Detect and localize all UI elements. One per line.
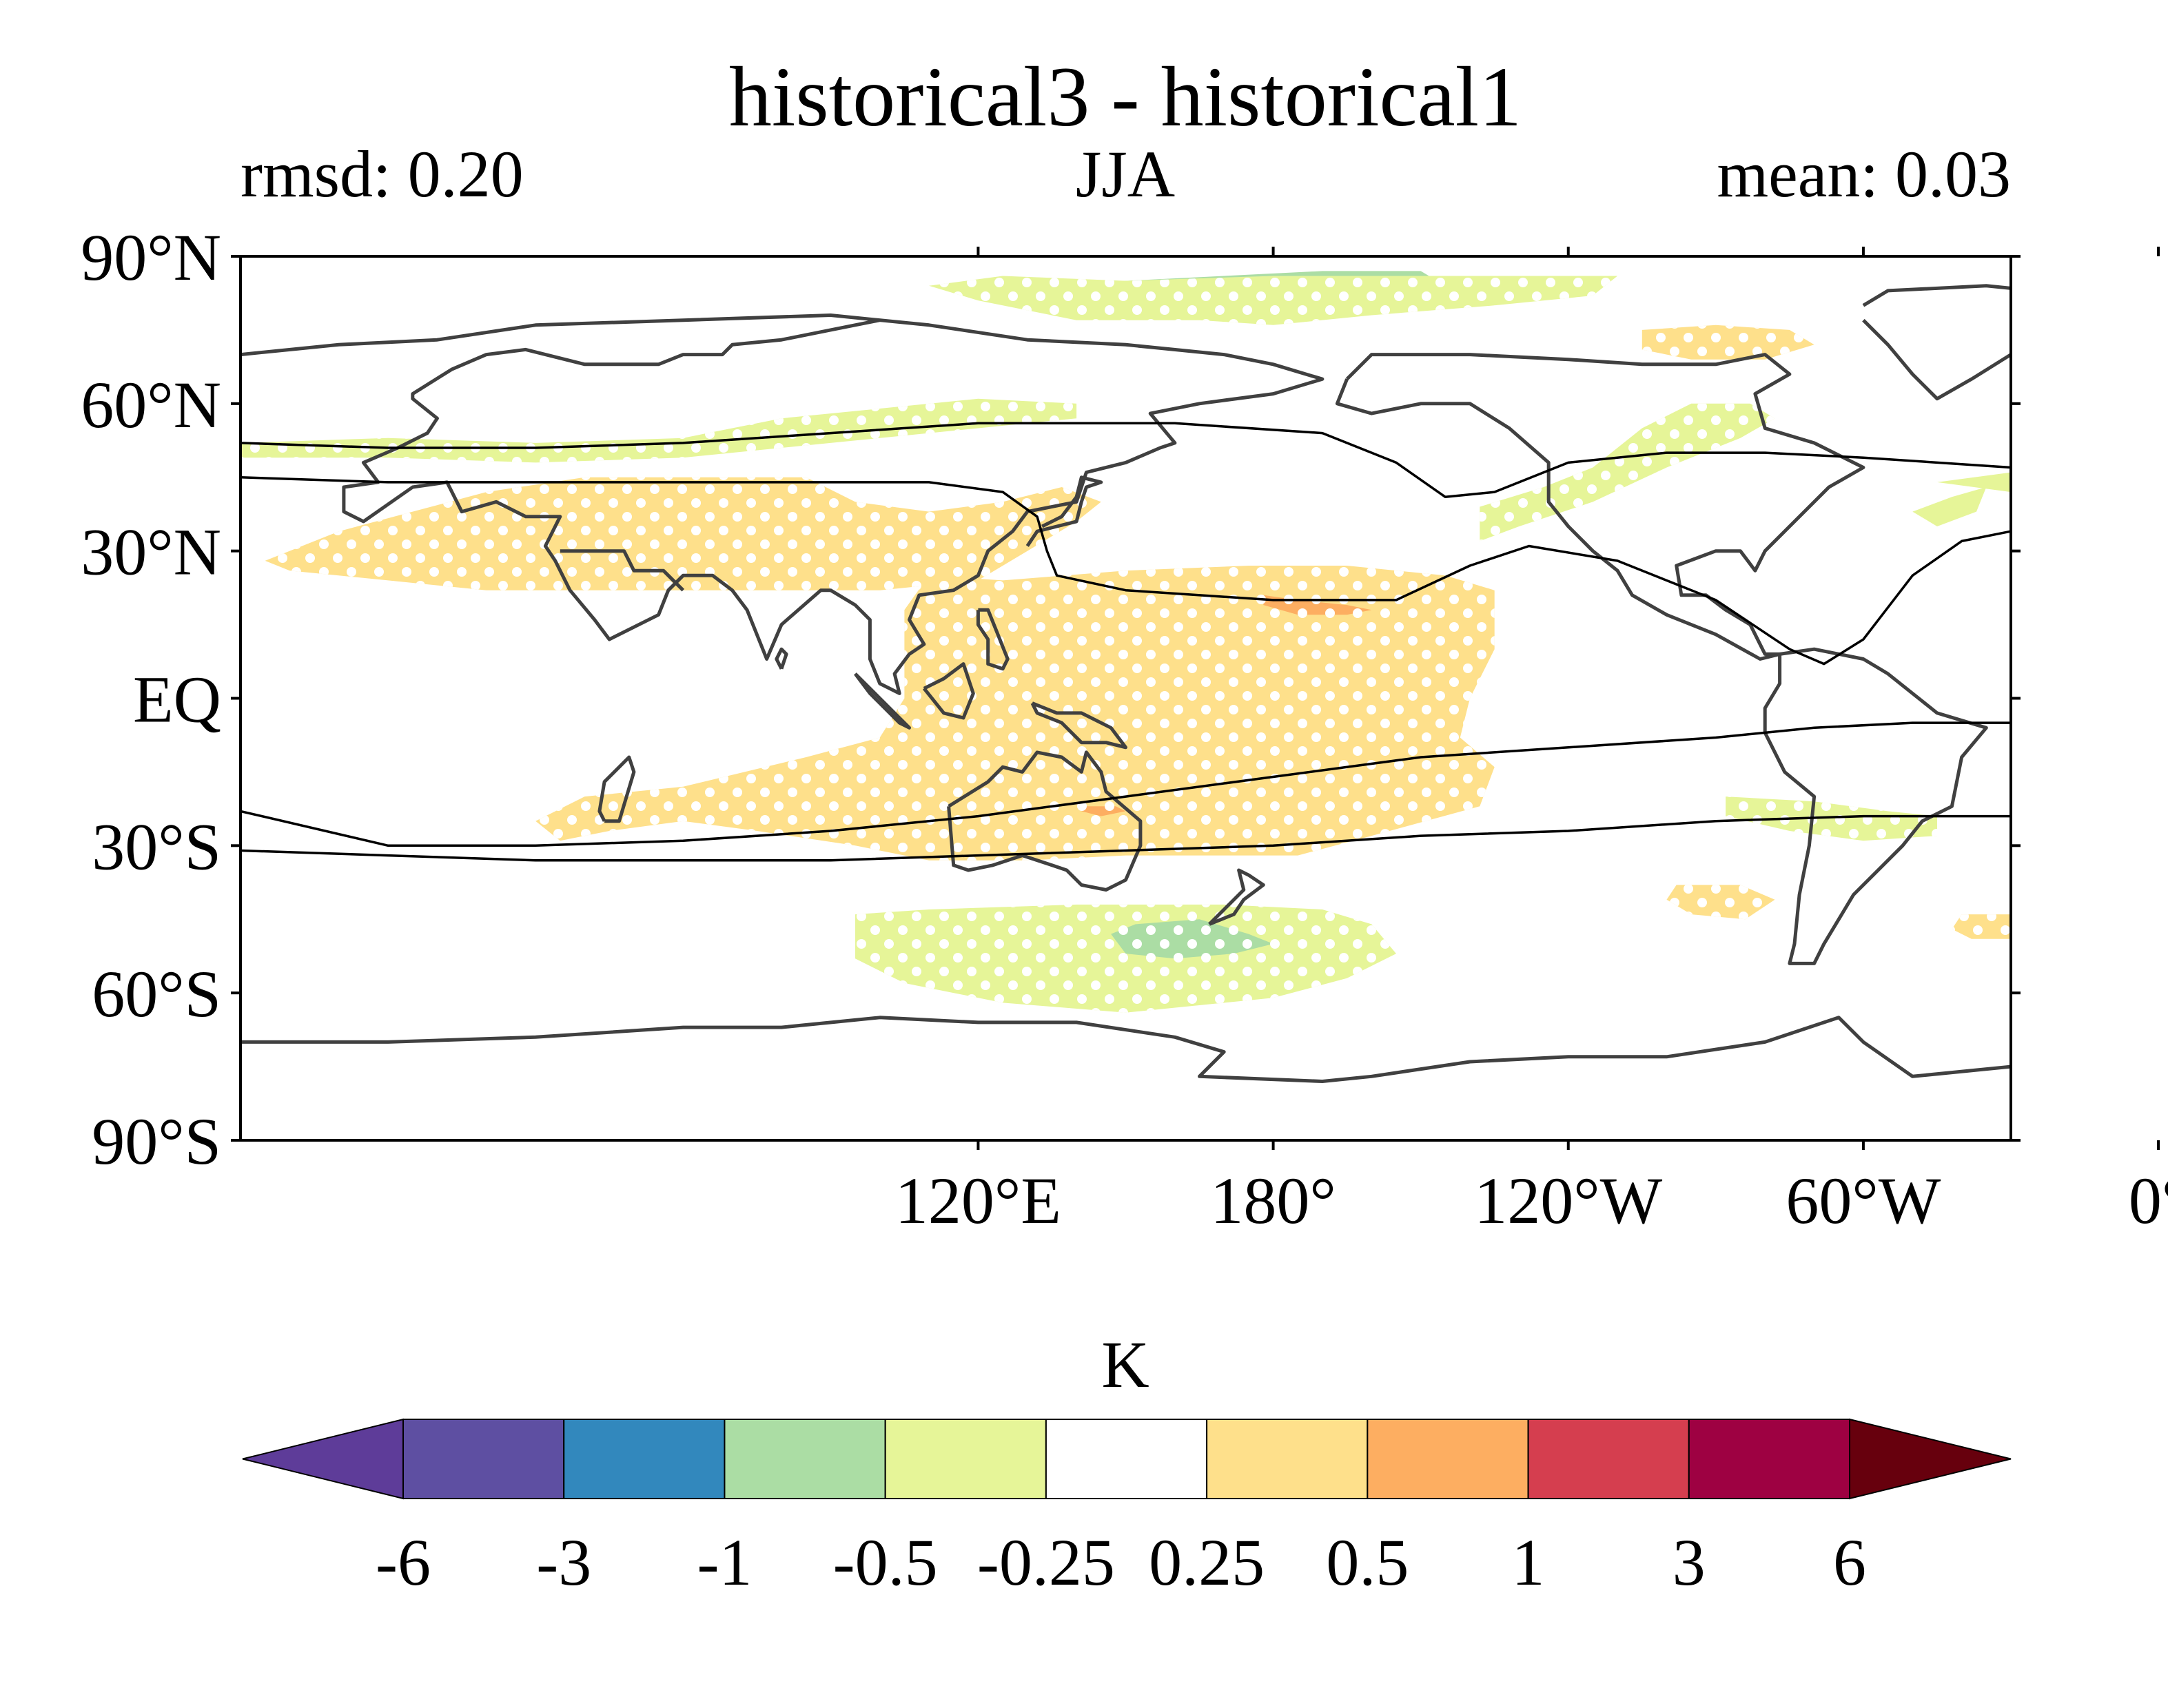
colorbar-segment (1045, 1419, 1208, 1499)
lat-tick-label: 30°S (92, 810, 221, 883)
colorbar-tick-label: 0.25 (1149, 1525, 1265, 1599)
contour-sh-jet-south (241, 814, 2011, 862)
colorbar-tick-label: -0.25 (977, 1525, 1115, 1599)
lat-tick-label: 90°S (92, 1104, 221, 1178)
lon-tick-label: 120°E (895, 1164, 1061, 1237)
coastline-uk (2129, 413, 2149, 453)
colorbar-tick-label: -1 (697, 1525, 752, 1599)
colorbar-label: K (1101, 1328, 1149, 1401)
coastline-south-america (1763, 647, 1988, 965)
subtitle-season: JJA (1076, 137, 1175, 211)
coastline-india-srilanka (775, 647, 788, 670)
stipple-se-pacific-warm (1666, 885, 1775, 920)
lon-tick-label: 180° (1210, 1164, 1336, 1237)
lon-tick-label: 120°W (1474, 1164, 1662, 1237)
colorbar-tick-label: 0.5 (1326, 1525, 1409, 1599)
colorbar-segment (402, 1419, 565, 1499)
coastline-antarctica (241, 1016, 2011, 1083)
colorbar-tick-label: -3 (536, 1525, 591, 1599)
coastline-greenland (1862, 284, 2011, 401)
colorbar-segment (1367, 1419, 1529, 1499)
coastline-borneo (922, 662, 975, 720)
lat-tick-label: 60°N (81, 368, 221, 442)
anomaly-region-greenland-warm (2036, 300, 2168, 320)
colorbar-tick-label: 3 (1673, 1525, 1706, 1599)
lat-tick-label: 30°N (81, 515, 221, 589)
colorbar: -6 -3 -1 -0.5 -0.25 0.25 0.5 1 3 6 (242, 1418, 2012, 1599)
stipple-canada-warm (1642, 325, 1814, 360)
coastline-philippines (976, 608, 1010, 671)
coastline-sumatra (854, 672, 911, 730)
colorbar-segment (884, 1419, 1047, 1499)
colorbar-tick-label: 6 (1833, 1525, 1866, 1599)
figure-title: historical3 - historical1 (729, 50, 1522, 144)
anomaly-region-s-atlantic-east (2109, 787, 2168, 816)
colorbar-segment (1206, 1419, 1369, 1499)
coastline-iceland (2050, 374, 2089, 389)
coastline-eurasia (241, 313, 1325, 695)
contour-nh-jet-north (241, 422, 2011, 499)
colorbar-segment (563, 1419, 726, 1499)
stipple-greenland-warm (2036, 300, 2168, 320)
subtitle-mean: mean: 0.03 (1717, 137, 2011, 211)
colorbar-segment (1688, 1419, 1851, 1499)
contour-sh-jet-north (241, 721, 2011, 847)
stipple-tropical-pacific-warm (535, 566, 1495, 861)
colorbar-tick-label: 1 (1512, 1525, 1545, 1599)
colorbar-extend-low (242, 1418, 404, 1500)
stipple-siberia-band (241, 398, 1077, 463)
stipple-southern-ocean-band (855, 904, 1396, 1013)
coastline-arabia-ind (560, 549, 685, 592)
anomaly-region-n-atlantic-patch (1912, 487, 1987, 526)
subtitle-rmsd: rmsd: 0.20 (241, 137, 524, 211)
coastline-africa (2075, 517, 2168, 865)
significance-stippling (241, 276, 2168, 1013)
coastline-new-zealand (1208, 868, 1265, 926)
coastline-madagascar (597, 755, 636, 823)
coastline-japan (1025, 475, 1103, 547)
stipple-s-atlantic-band (1726, 796, 1937, 841)
anomaly-region-europe-strip (1937, 472, 2011, 493)
lon-tick-label: 60°W (1786, 1164, 1941, 1237)
lat-tick-label: EQ (133, 663, 221, 737)
coastline-australia (947, 750, 1143, 892)
stipple-s-atlantic-warm (1952, 914, 2011, 939)
colorbar-segment (1527, 1419, 1690, 1499)
lat-tick-label: 90°N (81, 220, 221, 294)
coastline-new-guinea (1030, 701, 1127, 750)
stipple-w-pacific-warm (265, 477, 1101, 590)
colorbar-segment (724, 1419, 886, 1499)
coastlines (241, 284, 2168, 1083)
stipple-arctic-siberia-outer (929, 276, 1618, 325)
contour-nh-jet-south (241, 476, 2011, 666)
colorbar-extend-high (1849, 1418, 2012, 1500)
map-axes: 90°N 60°N 30°N EQ 30°S 60°S 90°S 120°E 180° 120°W… (81, 220, 2168, 1237)
coastline-north-america (1335, 353, 1865, 661)
lat-tick-label: 60°S (92, 957, 221, 1031)
climatology-contours (241, 422, 2011, 862)
colorbar-tick-label: -0.5 (833, 1525, 938, 1599)
lon-tick-label: 0° (2129, 1164, 2168, 1237)
map-panel: 90°N 60°N 30°N EQ 30°S 60°S 90°S 120°E 180° 120°W… (81, 220, 2168, 1237)
colorbar-tick-label: -6 (376, 1525, 431, 1599)
